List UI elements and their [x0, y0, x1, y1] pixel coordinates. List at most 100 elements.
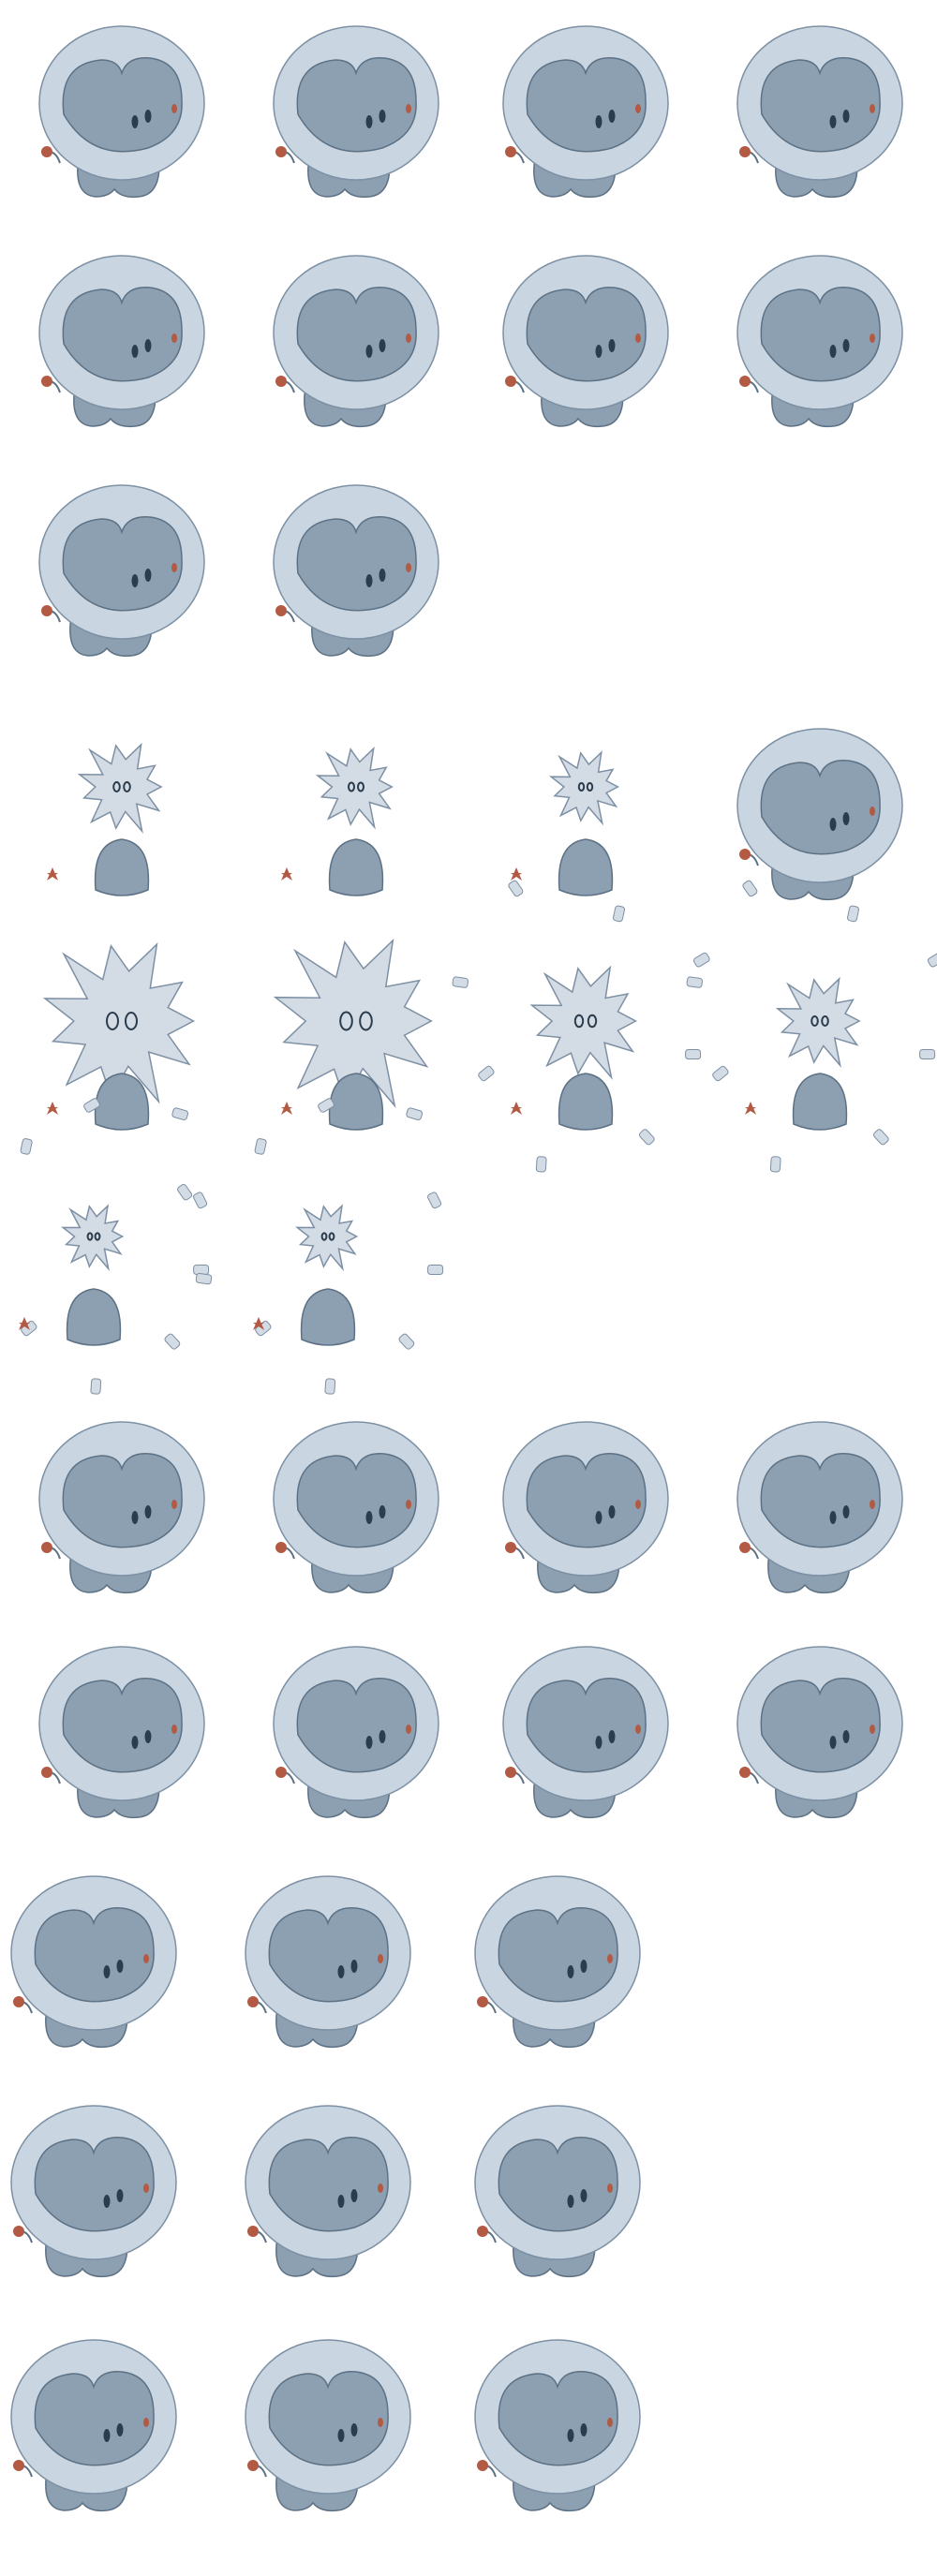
- helmet-shard: [177, 1183, 193, 1201]
- helmet-shard: [692, 952, 710, 968]
- cheek-mark: [870, 104, 875, 113]
- burst-eye-right: [357, 781, 364, 792]
- alien-eye-right: [608, 1730, 616, 1743]
- alien-eye-left: [103, 2195, 111, 2208]
- alien-eye-left: [337, 2429, 345, 2442]
- burst-eye-right: [821, 1015, 829, 1027]
- alien-eye-left: [595, 115, 602, 128]
- alien-eye-right: [144, 1505, 152, 1518]
- alien-eye-right: [842, 1505, 850, 1518]
- burst-eye-right: [125, 1012, 138, 1030]
- body-remnant: [328, 838, 384, 896]
- helmet-shard: [195, 1272, 213, 1285]
- sprite-frame: [245, 2105, 411, 2278]
- alien-eye-left: [829, 818, 837, 831]
- helmet-shard: [164, 1333, 181, 1350]
- alien-eye-left: [365, 345, 373, 358]
- alien-head: [62, 1453, 183, 1548]
- cheek-mark: [406, 1725, 411, 1734]
- alien-eye-right: [379, 1730, 386, 1743]
- cheek-mark: [406, 104, 411, 113]
- alien-eye-right: [580, 2189, 587, 2202]
- antenna-bulb: [739, 376, 751, 387]
- alien-eye-right: [842, 812, 850, 825]
- antenna-bulb: [275, 605, 287, 616]
- alien-eye-right: [144, 110, 152, 123]
- sprite-frame: [502, 1646, 669, 1819]
- body-remnant: [94, 1073, 150, 1131]
- helmet-shard: [193, 1265, 210, 1275]
- antenna-bulb: [739, 1542, 751, 1553]
- alien-eye-left: [131, 574, 139, 587]
- burst-eye-right: [94, 1232, 101, 1241]
- antenna-bulb: [13, 2226, 24, 2237]
- body-remnant: [558, 1073, 614, 1131]
- alien-eye-left: [131, 115, 139, 128]
- alien-eye-right: [379, 569, 386, 582]
- antenna-bulb: [477, 2460, 488, 2471]
- alien-eye-right: [379, 1505, 386, 1518]
- alien-eye-left: [131, 345, 139, 358]
- alien-eye-left: [567, 2429, 574, 2442]
- helmet-shard: [90, 1378, 102, 1395]
- alien-head: [760, 287, 881, 382]
- cheek-mark: [171, 104, 177, 113]
- alien-head: [296, 1453, 417, 1548]
- burst-eye-left: [106, 1012, 119, 1030]
- burst-eye-left: [348, 781, 355, 792]
- cheek-mark: [171, 333, 177, 343]
- sprite-frame: [42, 942, 196, 1131]
- antenna-bulb: [275, 146, 287, 157]
- sprite-frame: [273, 938, 433, 1131]
- burst-cloud: [42, 942, 196, 1104]
- alien-eye-right: [379, 339, 386, 352]
- antenna-spark: [47, 1102, 58, 1115]
- alien-eye-right: [379, 110, 386, 123]
- helmet-shard: [427, 1192, 442, 1209]
- burst-eye-right: [587, 1014, 598, 1029]
- alien-eye-left: [829, 1736, 837, 1749]
- helmet-shard: [83, 1098, 100, 1113]
- alien-eye-right: [842, 339, 850, 352]
- sprite-frame: [502, 255, 669, 428]
- alien-head: [268, 2137, 389, 2232]
- sprite-frame: [736, 25, 903, 199]
- alien-eye-left: [595, 1511, 602, 1524]
- alien-head: [268, 1907, 389, 2003]
- cheek-mark: [635, 333, 641, 343]
- sprite-frame: [511, 750, 620, 896]
- helmet-shard: [712, 1065, 729, 1082]
- cheek-mark: [378, 2418, 383, 2427]
- antenna-bulb: [477, 2226, 488, 2237]
- cheek-mark: [143, 1954, 149, 1963]
- alien-eye-left: [337, 2195, 345, 2208]
- alien-eye-left: [365, 1736, 373, 1749]
- alien-head: [34, 2371, 155, 2466]
- alien-eye-left: [595, 345, 602, 358]
- alien-eye-right: [842, 1730, 850, 1743]
- alien-head: [760, 1678, 881, 1773]
- antenna-spark: [19, 1317, 30, 1330]
- antenna-bulb: [505, 146, 516, 157]
- sprite-frame: [273, 25, 439, 199]
- burst-eye-right: [586, 781, 594, 792]
- sprite-frame: [38, 484, 205, 658]
- sprite-frame: [273, 255, 439, 428]
- burst-eye-left: [86, 1232, 94, 1241]
- alien-head: [62, 1678, 183, 1773]
- sprite-frame: [38, 1421, 205, 1594]
- body-remnant: [300, 1288, 356, 1346]
- helmet-shard: [406, 1107, 424, 1121]
- alien-head: [62, 287, 183, 382]
- alien-eye-left: [365, 574, 373, 587]
- helmet-shard: [927, 952, 937, 968]
- antenna-bulb: [41, 146, 52, 157]
- alien-eye-left: [337, 1965, 345, 1978]
- sprite-frame: [502, 25, 669, 199]
- sprite-frame: [245, 2339, 411, 2512]
- antenna-bulb: [739, 849, 751, 860]
- cheek-mark: [406, 1500, 411, 1509]
- burst-eye-left: [320, 1232, 328, 1241]
- helmet-shard: [613, 905, 625, 923]
- cheek-mark: [870, 807, 875, 816]
